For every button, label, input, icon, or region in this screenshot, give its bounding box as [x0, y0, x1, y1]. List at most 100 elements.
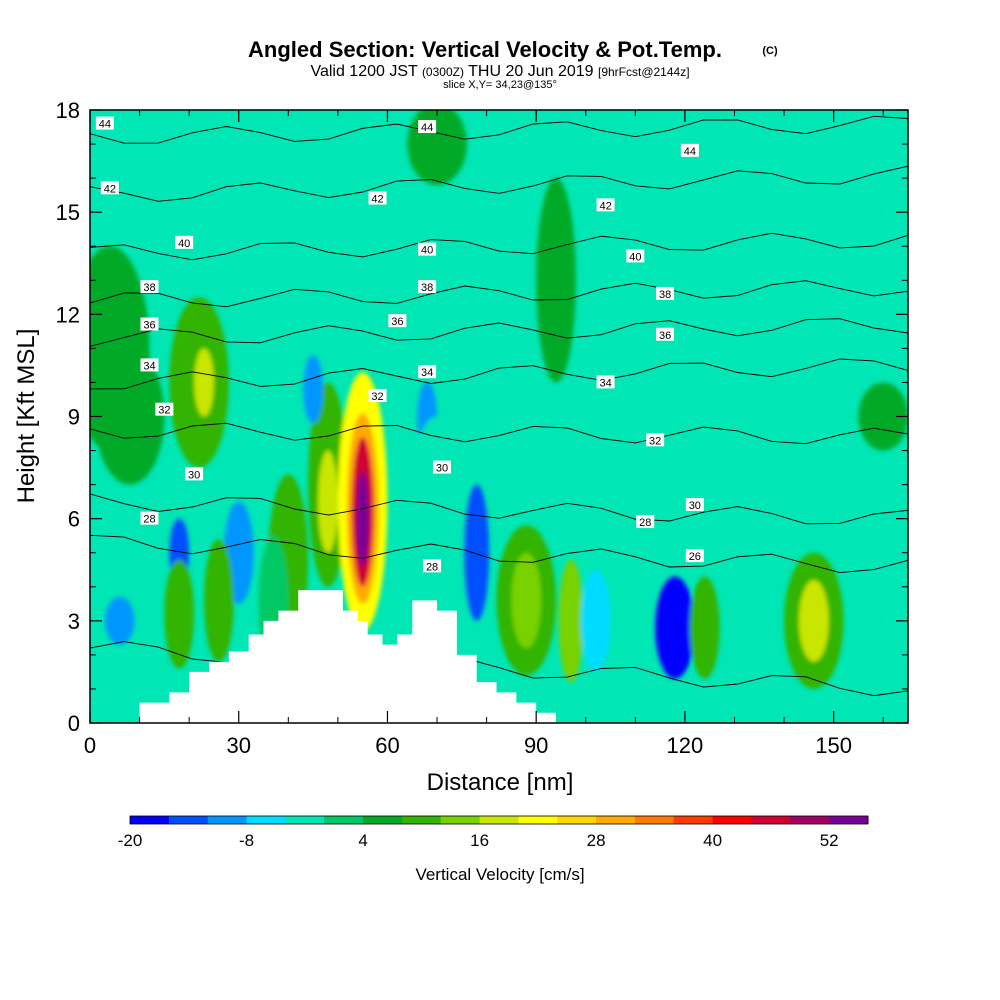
theta-label-text: 38	[421, 282, 433, 294]
theta-label-34: 34	[596, 375, 615, 389]
y-tick-label: 0	[68, 711, 80, 736]
velocity-cell-15	[464, 484, 490, 621]
theta-contour-labels: 44 44 44 42 42 42 40 40 40 38 38 38 36 36 36 34 34 34 32 32…	[95, 116, 704, 573]
theta-label-text: 40	[629, 251, 641, 263]
theta-label-text: 34	[599, 377, 611, 389]
theta-label-text: 34	[421, 367, 433, 379]
theta-label-text: 36	[143, 320, 155, 332]
theta-label-text: 36	[659, 330, 671, 342]
colorbar-swatch	[751, 816, 791, 824]
theta-label-44: 44	[418, 120, 437, 134]
theta-label-text: 28	[143, 514, 155, 526]
theta-label-text: 42	[371, 194, 383, 206]
theta-contour-28	[90, 534, 908, 574]
theta-label-40: 40	[418, 242, 437, 257]
y-tick-label: 15	[56, 200, 80, 225]
theta-label-30: 30	[432, 460, 451, 475]
colorbar-tick-label: 40	[703, 831, 722, 850]
colorbar-swatch	[557, 816, 597, 824]
chart-subtitle: Valid 1200 JST (0300Z) THU 20 Jun 2019 […	[310, 63, 689, 80]
theta-label-text: 34	[143, 360, 155, 372]
theta-label-32: 32	[155, 402, 174, 417]
plot-area: 44 44 44 42 42 42 40 40 40 38 38 38 36 36 36 34 34 34 32 32…	[90, 110, 908, 723]
theta-label-30: 30	[685, 498, 704, 512]
theta-label-42: 42	[100, 181, 119, 195]
subtitle-date: THU 20 Jun 2019	[468, 63, 594, 80]
velocity-cell-29	[600, 501, 631, 570]
theta-label-text: 38	[659, 289, 671, 301]
y-tick-label: 9	[68, 405, 80, 430]
terrain	[90, 590, 566, 723]
theta-label-text: 32	[158, 405, 170, 417]
chart-title-tag: (C)	[762, 45, 778, 57]
theta-label-44: 44	[95, 116, 114, 131]
chart-slice-text: slice X,Y= 34,23@135°	[443, 79, 557, 91]
colorbar-swatch	[479, 816, 519, 824]
theta-label-text: 44	[421, 122, 433, 134]
theta-label-text: 28	[426, 561, 438, 573]
velocity-cell-31	[630, 416, 671, 485]
theta-label-42: 42	[368, 191, 387, 206]
theta-contour-40	[90, 232, 908, 261]
theta-label-40: 40	[175, 235, 194, 250]
velocity-cell-19	[164, 559, 195, 669]
x-tick-label: 90	[524, 733, 548, 758]
y-tick-label: 3	[68, 609, 80, 634]
y-axis-label: Height [Kft MSL]	[13, 329, 40, 504]
velocity-cell-28	[798, 579, 829, 662]
theta-label-text: 44	[684, 146, 696, 158]
theta-label-text: 30	[689, 500, 701, 512]
x-tick-label: 0	[84, 733, 96, 758]
colorbar-swatch	[130, 816, 170, 824]
theta-label-26: 26	[685, 549, 704, 563]
theta-contour-44	[90, 115, 908, 144]
velocity-cell-23	[558, 559, 584, 683]
theta-label-text: 30	[436, 463, 448, 475]
y-tick-label: 6	[68, 507, 80, 532]
theta-label-text: 30	[188, 469, 200, 481]
colorbar-swatch	[518, 816, 558, 824]
x-tick-label: 30	[226, 733, 250, 758]
theta-label-40: 40	[626, 249, 645, 263]
theta-label-38: 38	[418, 280, 437, 294]
colorbar-frame	[129, 815, 869, 825]
y-tick-label: 18	[56, 98, 80, 123]
theta-label-text: 40	[421, 245, 433, 257]
velocity-cell-30	[536, 178, 576, 383]
colorbar-swatch	[363, 816, 403, 824]
subtitle-forecast: [9hrFcst@2144z]	[598, 65, 690, 79]
velocity-cell-20	[204, 539, 234, 662]
theta-label-34: 34	[418, 365, 437, 379]
theta-label-text: 36	[391, 316, 403, 328]
theta-label-34: 34	[140, 358, 159, 372]
theta-label-28: 28	[423, 559, 442, 573]
theta-label-32: 32	[646, 433, 665, 447]
theta-label-text: 38	[143, 282, 155, 294]
theta-contour-42	[90, 165, 908, 202]
x-tick-label: 60	[375, 733, 399, 758]
theta-label-text: 42	[104, 183, 116, 195]
velocity-cell-25	[655, 576, 695, 679]
velocity-cell-7	[318, 450, 338, 553]
colorbar-tick-label: -8	[239, 831, 254, 850]
colorbar: -20 -8 4 16 28 40 52	[118, 815, 869, 850]
colorbar-swatch	[207, 816, 248, 824]
theta-label-38: 38	[140, 280, 159, 294]
colorbar-swatch	[401, 816, 442, 824]
colorbar-swatch	[324, 816, 364, 824]
theta-contour-32	[90, 422, 908, 445]
theta-label-text: 44	[99, 119, 111, 131]
theta-contour-34	[90, 358, 908, 390]
colorbar-swatch	[285, 816, 325, 824]
theta-label-text: 32	[371, 391, 383, 403]
theta-label-text: 26	[689, 551, 701, 563]
velocity-cell-35	[313, 110, 343, 247]
theta-label-38: 38	[656, 286, 675, 301]
colorbar-swatch	[790, 816, 830, 824]
colorbar-tick-label: 4	[358, 831, 367, 850]
colorbar-swatch	[246, 816, 286, 824]
theta-label-28: 28	[636, 515, 655, 529]
theta-label-44: 44	[680, 143, 699, 158]
